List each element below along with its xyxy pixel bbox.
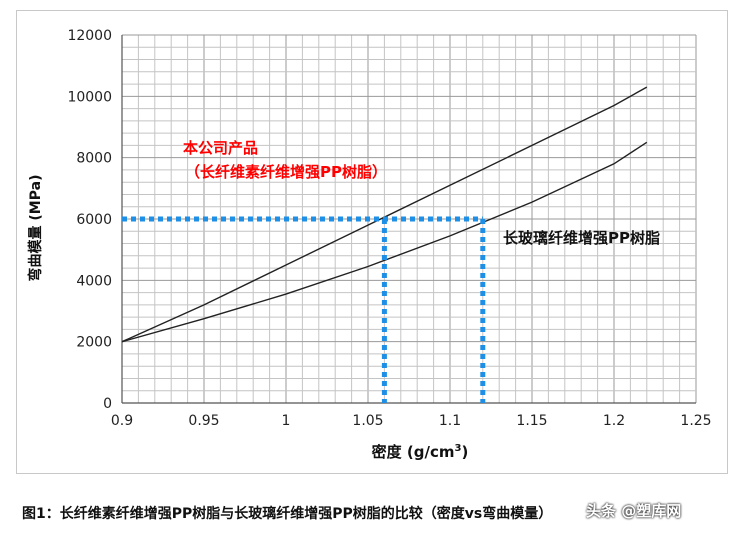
series-line-glass-fiber [121,141,648,343]
y-tick-label: 6000 [76,212,112,228]
x-tick-label: 1 [282,413,291,429]
tick-labels: 0.9 0.95 1 1.05 1.1 1.15 1.2 1.25 0 2000 4000 6000 8… [67,28,711,429]
x-tick-label: 1.15 [516,413,547,429]
x-axis-label-end: ) [461,443,468,461]
series-line-company-product [121,86,648,343]
x-tick-label: 1.2 [603,413,625,429]
annotation-company-product-detail: （长纤维素纤维增强PP树脂） [185,163,387,181]
x-axis-label-sup: 3 [455,443,462,454]
x-tick-label: 1.1 [439,413,461,429]
figure-caption: 图1：长纤维素纤维增强PP树脂与长玻璃纤维增强PP树脂的比较（密度vs弯曲模量） [22,506,553,522]
x-axis-label-main: 密度 (g/cm [372,443,455,461]
flexural-modulus-chart: 0.9 0.95 1 1.05 1.1 1.15 1.2 1.25 0 2000 4000 6000 8… [27,28,712,461]
watermark: 头条 @塑库网 [586,502,682,520]
grid-lines [121,34,697,404]
x-tick-label: 0.9 [111,413,133,429]
series-lines [121,86,648,343]
y-axis-label: 弯曲模量 (MPa) [27,175,44,282]
x-axis-label: 密度 (g/cm3) [372,443,469,461]
x-tick-label: 1.25 [680,413,711,429]
x-tick-label: 1.05 [352,413,383,429]
y-tick-label: 8000 [76,151,112,167]
y-tick-label: 0 [103,396,112,412]
y-tick-label: 12000 [67,28,112,44]
y-tick-label: 10000 [67,89,112,105]
annotation-company-product: 本公司产品 [183,139,258,157]
y-tick-label: 4000 [76,273,112,289]
annotation-glass-fiber: 长玻璃纤维增强PP树脂 [503,229,660,247]
chart-frame: 0.9 0.95 1 1.05 1.1 1.15 1.2 1.25 0 2000 4000 6000 8… [16,10,728,474]
reference-lines [122,216,486,403]
y-tick-label: 2000 [76,335,112,351]
x-tick-label: 0.95 [188,413,219,429]
